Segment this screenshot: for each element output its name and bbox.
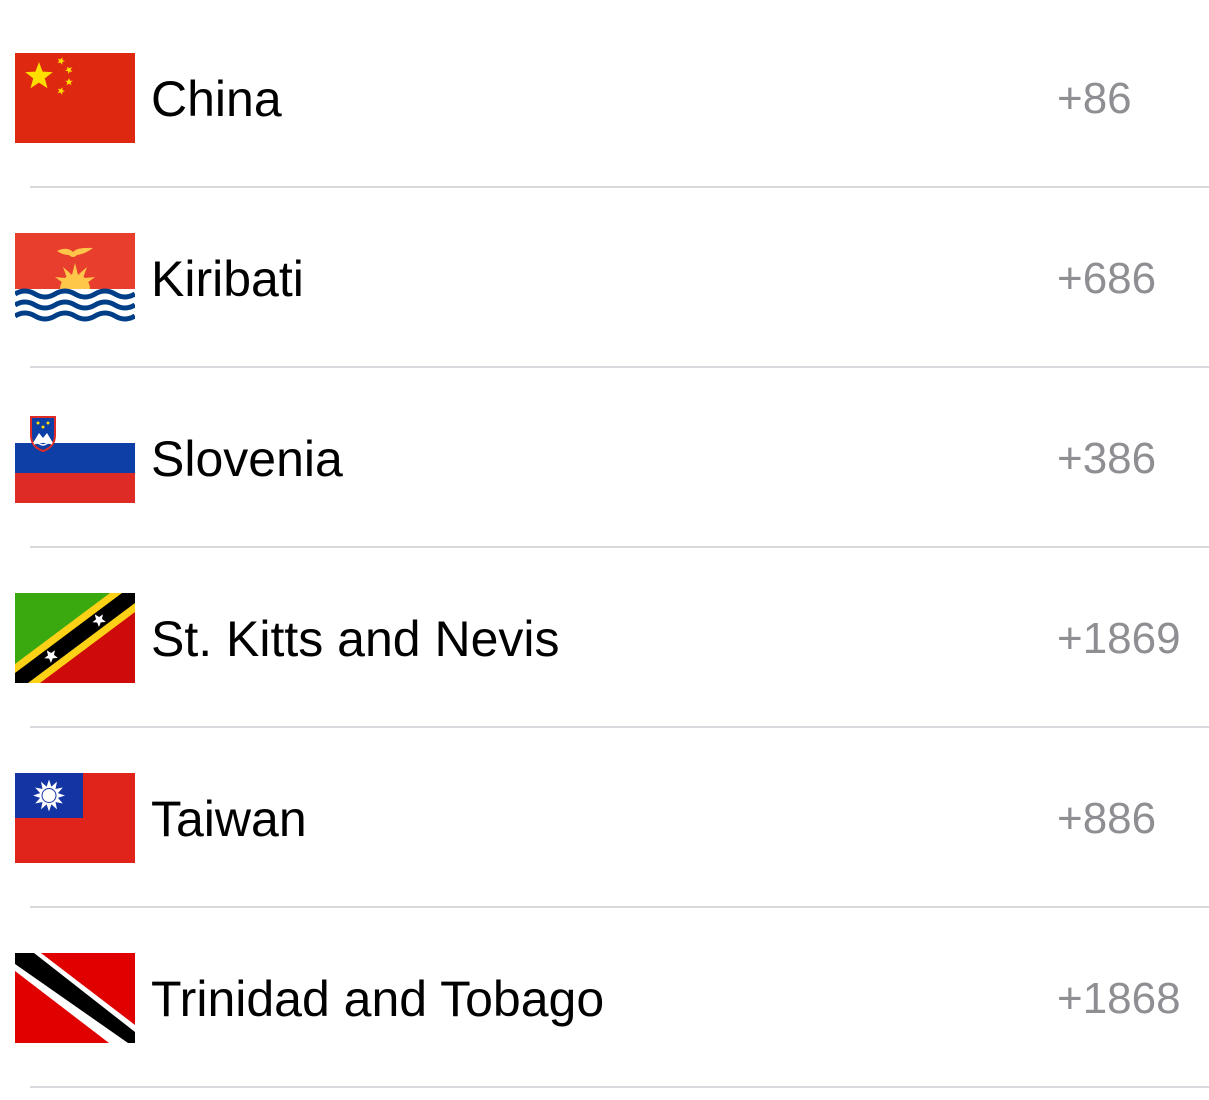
country-row-taiwan[interactable]: Taiwan +886 <box>0 728 1209 908</box>
country-name: China <box>151 71 282 127</box>
row-separator <box>30 906 1209 908</box>
country-row-kiribati[interactable]: Kiribati +686 <box>0 188 1209 368</box>
country-name: Slovenia <box>151 431 343 487</box>
slovenia-flag-icon <box>15 413 135 503</box>
dial-code: +1868 <box>1057 974 1181 1023</box>
kiribati-flag-icon <box>15 233 135 323</box>
dial-code: +686 <box>1057 254 1157 303</box>
st-kitts-and-nevis-flag-icon <box>15 593 135 683</box>
dial-code: +386 <box>1057 434 1157 483</box>
country-row-china[interactable]: China +86 <box>0 8 1209 188</box>
country-name: Kiribati <box>151 251 304 307</box>
row-separator <box>30 366 1209 368</box>
country-row-slovenia[interactable]: Slovenia +386 <box>0 368 1209 548</box>
country-list: China +86 <box>0 8 1209 1088</box>
china-flag-icon <box>15 53 135 143</box>
row-separator <box>30 1086 1209 1088</box>
dial-code: +1869 <box>1057 614 1181 663</box>
country-row-trinidad-and-tobago[interactable]: Trinidad and Tobago +1868 <box>0 908 1209 1088</box>
country-row-st-kitts-and-nevis[interactable]: St. Kitts and Nevis +1869 <box>0 548 1209 728</box>
country-name: Trinidad and Tobago <box>151 971 605 1027</box>
dial-code: +886 <box>1057 794 1157 843</box>
country-name: St. Kitts and Nevis <box>151 611 560 667</box>
row-separator <box>30 726 1209 728</box>
trinidad-and-tobago-flag-icon <box>15 953 135 1043</box>
dial-code: +86 <box>1057 74 1132 123</box>
row-separator <box>30 546 1209 548</box>
country-name: Taiwan <box>151 791 307 847</box>
row-separator <box>30 186 1209 188</box>
taiwan-flag-icon <box>15 773 135 863</box>
